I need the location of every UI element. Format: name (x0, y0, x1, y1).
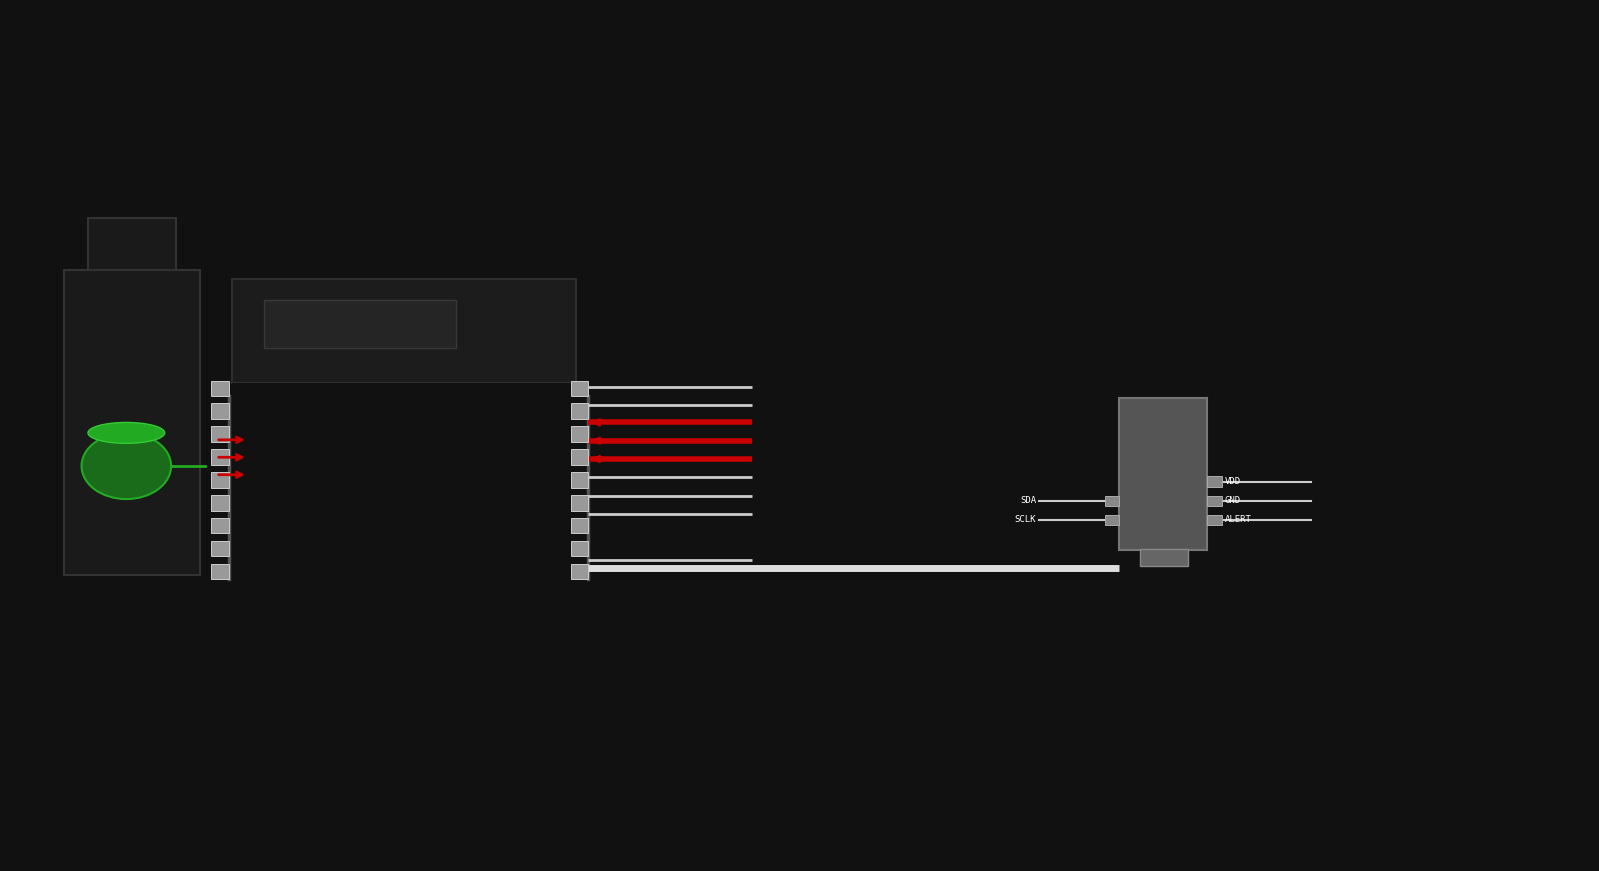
Bar (571, 472, 588, 488)
Bar (571, 564, 588, 579)
Bar (571, 495, 588, 510)
Bar (88, 218, 176, 270)
Text: SDA: SDA (1020, 496, 1036, 505)
Bar (211, 495, 229, 510)
Bar (571, 403, 588, 419)
Bar (1207, 476, 1222, 487)
Ellipse shape (88, 422, 165, 443)
Bar (232, 279, 576, 383)
Text: GND: GND (1225, 496, 1241, 505)
Bar (1105, 515, 1119, 525)
Bar (211, 381, 229, 396)
Text: SCLK: SCLK (1015, 516, 1036, 524)
Text: ALERT: ALERT (1225, 516, 1252, 524)
Bar (211, 517, 229, 533)
Text: VDD: VDD (1225, 477, 1241, 486)
Bar (211, 564, 229, 579)
Bar (571, 541, 588, 557)
Bar (1105, 496, 1119, 506)
Bar (211, 541, 229, 557)
Bar (64, 270, 200, 575)
Bar (1207, 515, 1222, 525)
Bar (571, 449, 588, 465)
Bar (232, 383, 576, 592)
Bar (264, 300, 456, 348)
Bar (571, 381, 588, 396)
Bar (1119, 398, 1207, 550)
Ellipse shape (82, 433, 171, 499)
Bar (211, 403, 229, 419)
Bar (571, 426, 588, 442)
Bar (1207, 496, 1222, 506)
Bar (211, 426, 229, 442)
Bar (1140, 549, 1188, 566)
Bar (211, 449, 229, 465)
Bar (211, 472, 229, 488)
Bar (571, 517, 588, 533)
